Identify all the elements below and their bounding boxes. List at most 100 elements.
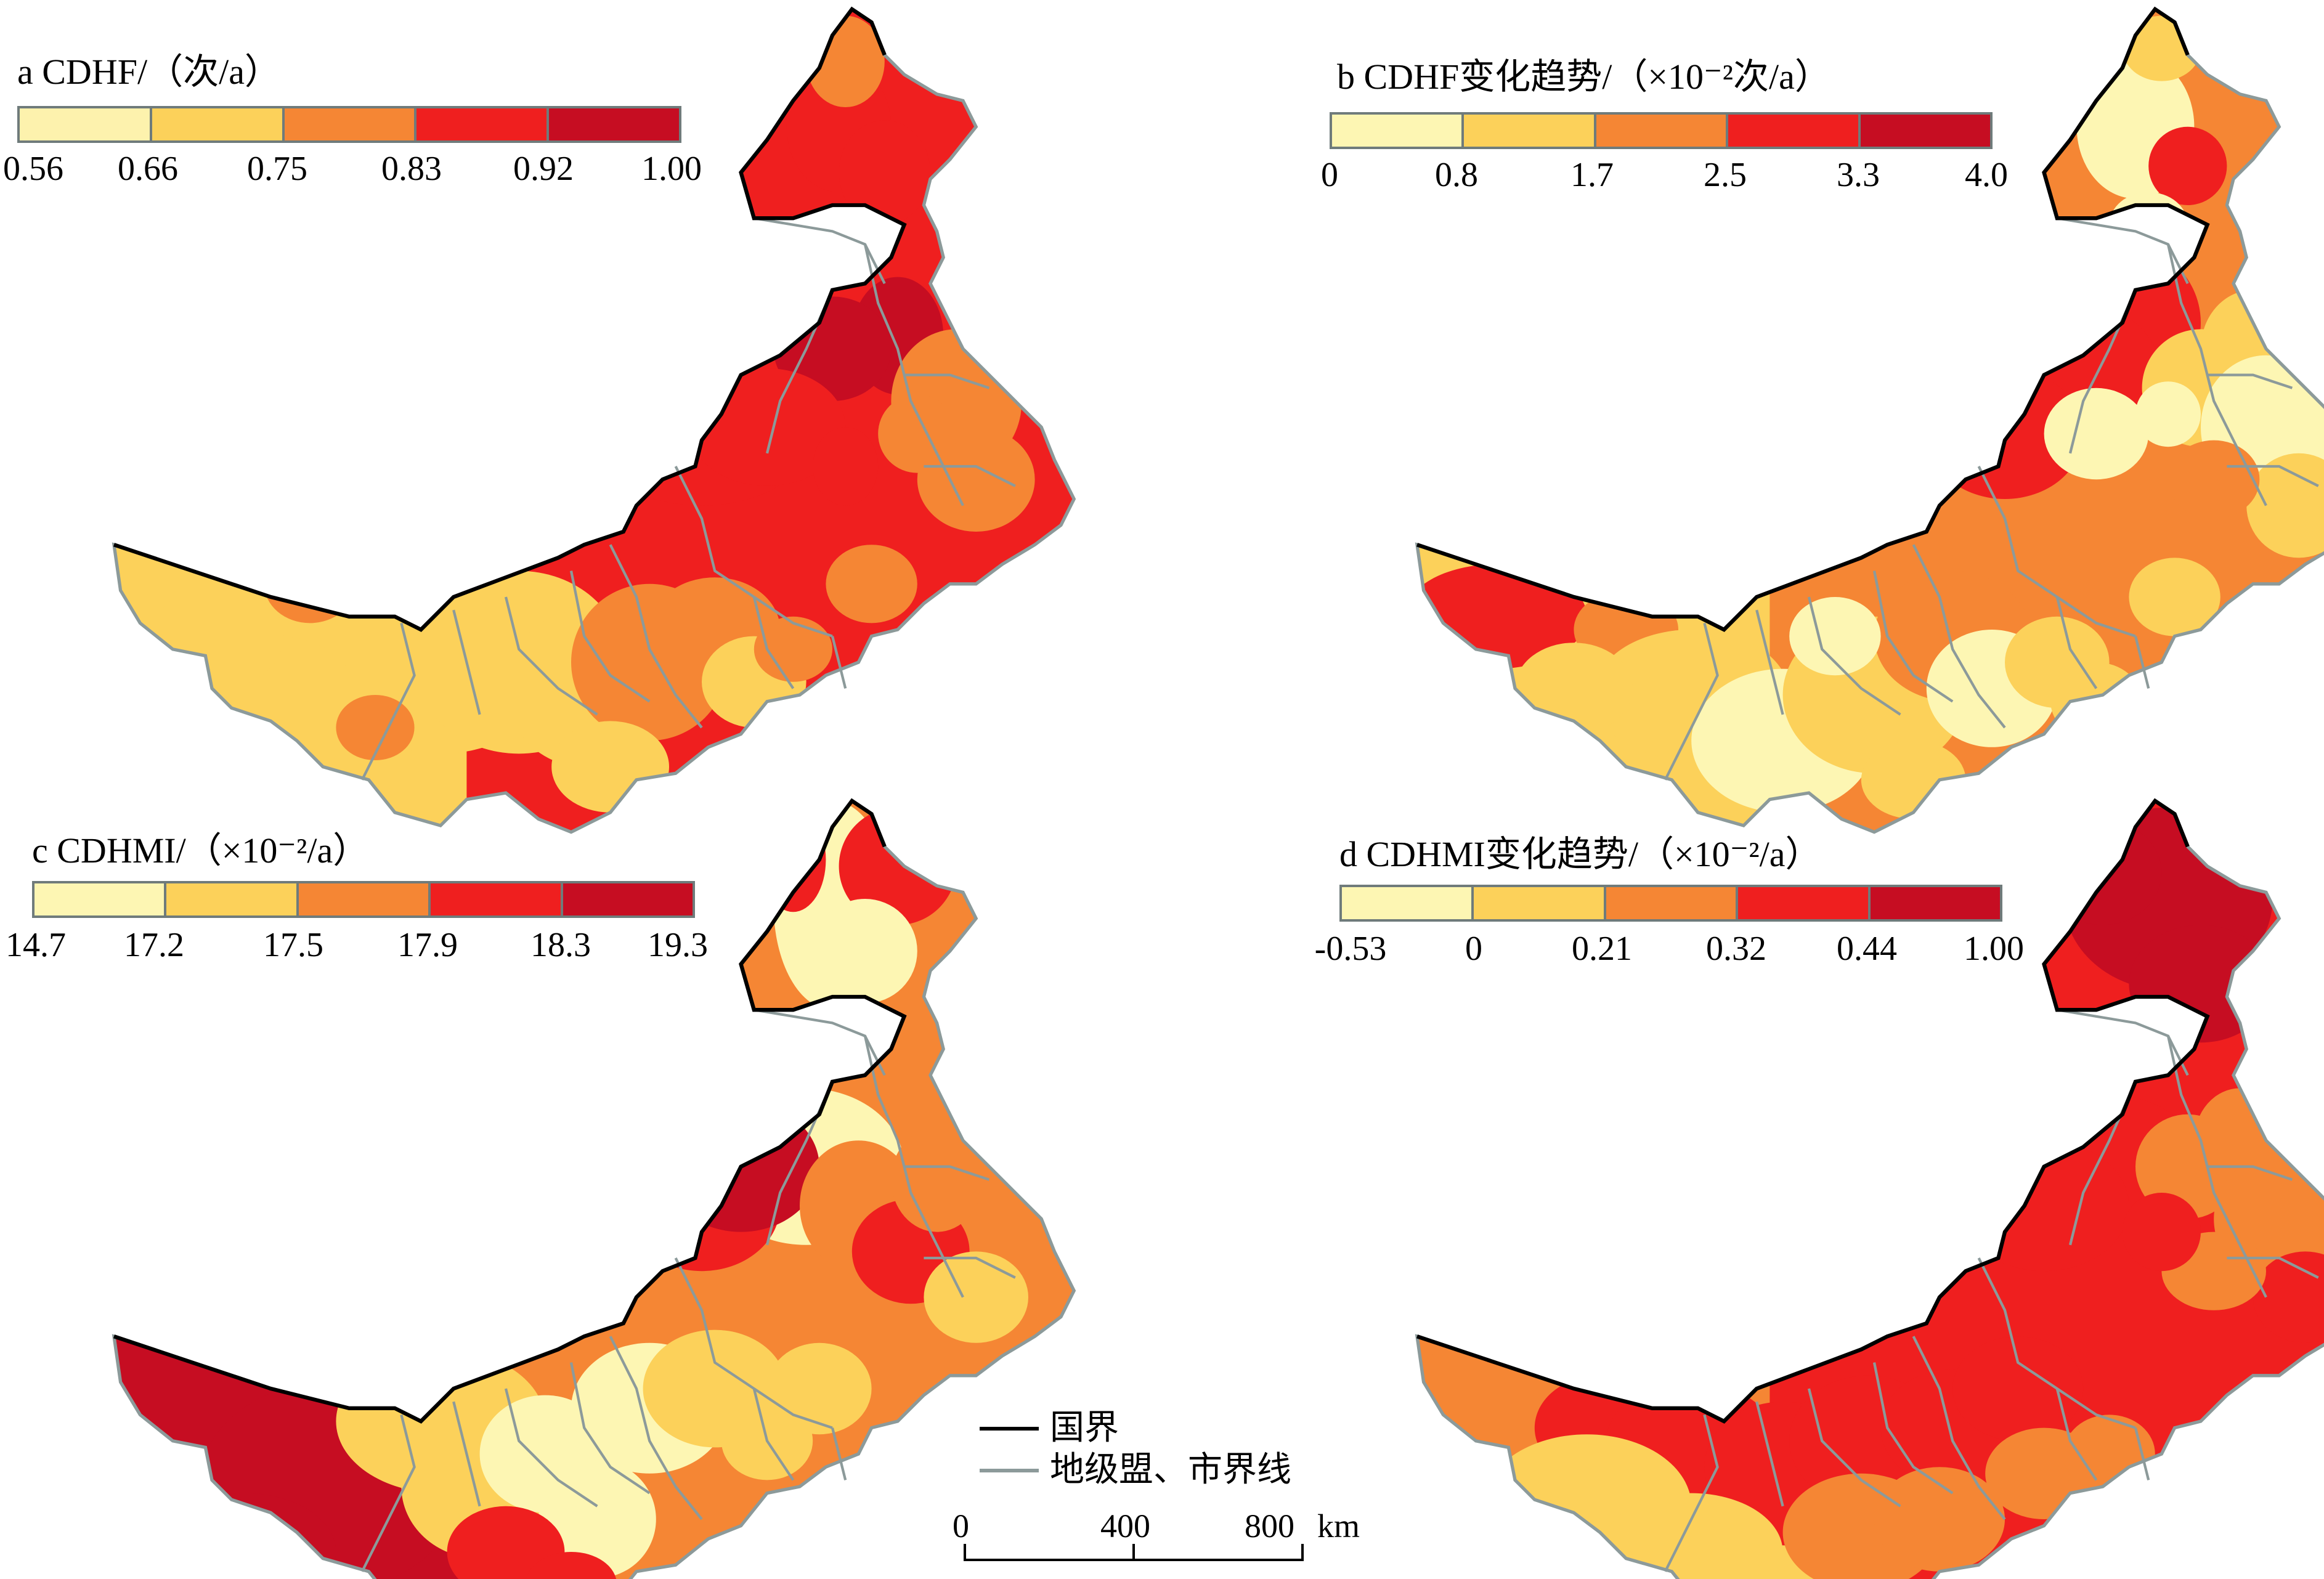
map-b-city-border-6 xyxy=(1977,466,2136,638)
legend-d-class-1 xyxy=(1342,887,1474,919)
legend-a-class-3 xyxy=(284,108,417,140)
map-b-zone-27 xyxy=(1861,741,1966,819)
scale-label-800: 800 xyxy=(1245,1508,1294,1544)
map-c-city-border-10 xyxy=(452,1401,481,1507)
map-b-city-border-9 xyxy=(1807,596,1901,716)
map-a-zone-21 xyxy=(264,545,356,623)
scale-label-400: 400 xyxy=(1100,1508,1150,1544)
scale-tick-400 xyxy=(1132,1544,1135,1561)
panel-c-title-text: CDHMI/（×10⁻²/a） xyxy=(57,830,369,871)
map-d-city-border-13 xyxy=(2134,1427,2150,1480)
panel-b-title: b CDHF变化趋势/（×10⁻²次/a） xyxy=(1337,59,1830,95)
map-d-zone-11 xyxy=(2122,1193,2201,1272)
map-d-zone-23 xyxy=(1874,1467,2005,1572)
map-b-zone-3 xyxy=(2122,15,2201,81)
map-c-city-border-13 xyxy=(831,1427,847,1480)
map-c-city-border-8 xyxy=(569,1362,651,1495)
legend-d-class-4 xyxy=(1738,887,1871,919)
national-border-label: 国界 xyxy=(1050,1409,1119,1447)
map-c-zone-10 xyxy=(891,1127,983,1232)
legend-b-class-3 xyxy=(1596,115,1729,147)
map-a-national-border xyxy=(113,6,907,632)
map-b-city-border-4 xyxy=(2207,373,2293,389)
scale-tick-0 xyxy=(964,1544,966,1561)
legend-d-class-3 xyxy=(1606,887,1739,919)
map-b-zone-4 xyxy=(2109,192,2188,258)
map-b-city-border-1 xyxy=(2057,217,2189,285)
panel-d-title-text: CDHMI变化趋势/（×10⁻²/a） xyxy=(1366,834,1821,874)
map-b-city-border-2 xyxy=(2166,244,2267,506)
legend-a-tick-0: 0.56 xyxy=(3,150,63,188)
map-d-zone-3 xyxy=(2044,820,2162,925)
panel-c-letter: c xyxy=(32,830,48,871)
map-a-zone-24 xyxy=(754,616,832,682)
legend-c-tick-4: 18.3 xyxy=(530,926,591,964)
map-d-zone-18 xyxy=(1952,1336,2084,1441)
map-d-national-border xyxy=(1416,798,2210,1424)
legend-c-class-3 xyxy=(298,883,431,915)
map-b-city-border-13 xyxy=(2134,636,2150,689)
map-a-city-border-10 xyxy=(452,609,481,715)
legend-b-tick-5: 4.0 xyxy=(1965,156,2008,194)
map-d-city-border-11 xyxy=(1664,1414,1719,1572)
legend-c-class-1 xyxy=(35,883,167,915)
map-b-zone-12 xyxy=(2246,453,2324,558)
legend-c-tick-3: 17.9 xyxy=(397,926,458,964)
map-c-city-border-7 xyxy=(609,1336,703,1520)
map-d-city-border-8 xyxy=(1872,1362,1954,1495)
legend-b-class-2 xyxy=(1464,115,1596,147)
panel-c-title: c CDHMI/（×10⁻²/a） xyxy=(32,833,368,869)
map-b-city-border-7 xyxy=(1912,544,2006,729)
legend-d-tick-5: 1.00 xyxy=(1964,930,2024,968)
map-b-city-border-10 xyxy=(1755,609,1784,715)
legend-a-tick-2: 0.75 xyxy=(247,150,307,188)
legend-c-tick-2: 17.5 xyxy=(263,926,323,964)
legend-a-tick-3: 0.83 xyxy=(381,150,442,188)
legend-c-class-2 xyxy=(166,883,299,915)
legend-a-class-1 xyxy=(20,108,152,140)
map-b-zone-24 xyxy=(2129,558,2220,636)
legend-a-tick-1: 0.66 xyxy=(118,150,178,188)
legend-b-class-5 xyxy=(1860,115,1991,147)
map-a-city-border-5 xyxy=(924,465,1016,487)
map-a-city-border-6 xyxy=(674,466,833,638)
map-d-city-border-1 xyxy=(2057,1009,2189,1076)
map-b-zone-2 xyxy=(2148,126,2227,205)
national-border-swatch xyxy=(980,1427,1039,1431)
legend-d-tick-1: 0 xyxy=(1465,930,1482,968)
map-a-zone-11 xyxy=(813,427,879,506)
map-c-zone-18 xyxy=(538,1460,656,1578)
legend-c-tick-5: 19.3 xyxy=(648,926,708,964)
map-a-zone-2 xyxy=(839,120,930,225)
map-a-city-border-12 xyxy=(752,596,795,689)
map-c-zone-4 xyxy=(760,807,826,912)
legend-d-class-5 xyxy=(1870,887,2001,919)
map-c-city-border-6 xyxy=(674,1257,833,1429)
legend-a-class-2 xyxy=(152,108,285,140)
scale-unit: km xyxy=(1317,1508,1360,1544)
map-d-city-border-10 xyxy=(1755,1401,1784,1507)
panel-b-legend xyxy=(1330,112,1993,149)
map-d-city-border-5 xyxy=(2227,1256,2319,1279)
city-border-swatch xyxy=(980,1469,1039,1472)
map-a-city-border-9 xyxy=(504,596,598,716)
legend-d-tick-3: 0.32 xyxy=(1706,930,1766,968)
panel-d-letter: d xyxy=(1339,834,1357,874)
legend-a-tick-4: 0.92 xyxy=(513,150,574,188)
map-c-national-border xyxy=(113,798,907,1424)
legend-a-class-4 xyxy=(416,108,550,140)
map-d-zone-2 xyxy=(2129,925,2273,1043)
map-b-zone-8 xyxy=(2044,388,2149,480)
map-a-zone-10 xyxy=(878,394,957,473)
map-d-zone-9 xyxy=(2253,1251,2324,1343)
map-a-city-border-13 xyxy=(831,636,847,689)
map-b-city-border-11 xyxy=(1664,622,1719,781)
legend-b-class-1 xyxy=(1332,115,1465,147)
map-d-zone-5 xyxy=(1959,1140,2129,1272)
legend-d-tick-2: 0.21 xyxy=(1572,930,1632,968)
map-b-zone-13 xyxy=(2168,440,2260,519)
panel-a-title: a CDHF/（次/a） xyxy=(17,54,280,90)
map-a-zone-22 xyxy=(336,695,415,760)
map-b-city-border-8 xyxy=(1872,570,1954,703)
